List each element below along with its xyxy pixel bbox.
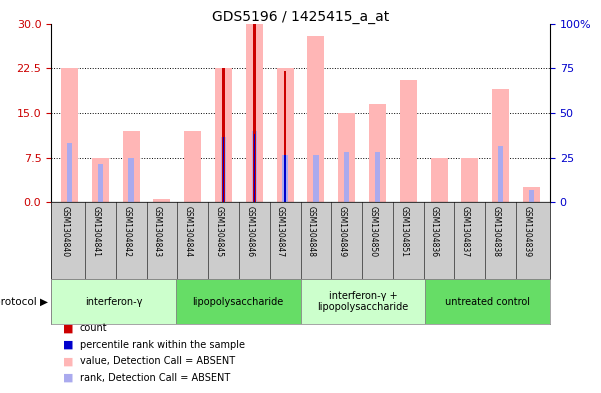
Bar [308,35,325,202]
Text: GSM1304842: GSM1304842 [122,206,131,257]
Bar [185,131,201,202]
Text: GSM1304839: GSM1304839 [522,206,531,257]
Text: GSM1304845: GSM1304845 [215,206,224,257]
Text: rank, Detection Call = ABSENT: rank, Detection Call = ABSENT [80,373,230,383]
Bar [529,191,534,202]
Bar [313,155,319,202]
Bar [123,131,139,202]
Bar [498,146,504,202]
Bar [252,131,257,202]
Bar [400,80,416,202]
Bar [92,158,109,202]
Bar [222,68,225,202]
Bar [344,152,349,202]
Text: count: count [80,323,108,333]
Bar [430,158,448,202]
Bar [523,187,540,202]
Text: GSM1304850: GSM1304850 [368,206,377,257]
Bar [61,68,78,202]
Bar [223,137,224,202]
Text: ■: ■ [63,356,73,366]
Text: value, Detection Call = ABSENT: value, Detection Call = ABSENT [80,356,235,366]
Text: GSM1304837: GSM1304837 [461,206,470,257]
Text: percentile rank within the sample: percentile rank within the sample [80,340,245,350]
Text: GSM1304849: GSM1304849 [338,206,347,257]
Bar [254,134,255,202]
Bar [300,279,426,324]
Bar [97,163,103,202]
Text: GSM1304836: GSM1304836 [430,206,439,257]
Bar [276,68,293,202]
Bar [153,199,171,202]
Bar [338,113,355,202]
Text: interferon-γ: interferon-γ [85,297,142,307]
Bar [253,24,255,202]
Text: GSM1304843: GSM1304843 [153,206,162,257]
Bar [282,155,288,202]
Text: interferon-γ +
lipopolysaccharide: interferon-γ + lipopolysaccharide [317,291,409,312]
Bar [369,104,386,202]
Bar [492,89,509,202]
Text: ■: ■ [63,340,73,350]
Text: GSM1304838: GSM1304838 [492,206,501,257]
Bar [374,152,380,202]
Text: GSM1304847: GSM1304847 [276,206,285,257]
Bar [176,279,300,324]
Text: GSM1304844: GSM1304844 [184,206,193,257]
Text: lipopolysaccharide: lipopolysaccharide [192,297,284,307]
Bar [221,137,227,202]
Bar [67,143,72,202]
Text: GDS5196 / 1425415_a_at: GDS5196 / 1425415_a_at [212,10,389,24]
Bar [284,155,285,202]
Bar [462,158,478,202]
Text: ■: ■ [63,323,73,333]
Bar [215,68,232,202]
Text: GSM1304848: GSM1304848 [307,206,316,257]
Bar [426,279,550,324]
Text: untreated control: untreated control [445,297,530,307]
Bar [284,71,286,202]
Bar [246,24,263,202]
Text: ■: ■ [63,373,73,383]
Bar [129,158,134,202]
Text: GSM1304841: GSM1304841 [91,206,100,257]
Text: protocol ▶: protocol ▶ [0,297,48,307]
Text: GSM1304851: GSM1304851 [399,206,408,257]
Bar [51,279,176,324]
Text: GSM1304840: GSM1304840 [61,206,70,257]
Text: GSM1304846: GSM1304846 [245,206,254,257]
